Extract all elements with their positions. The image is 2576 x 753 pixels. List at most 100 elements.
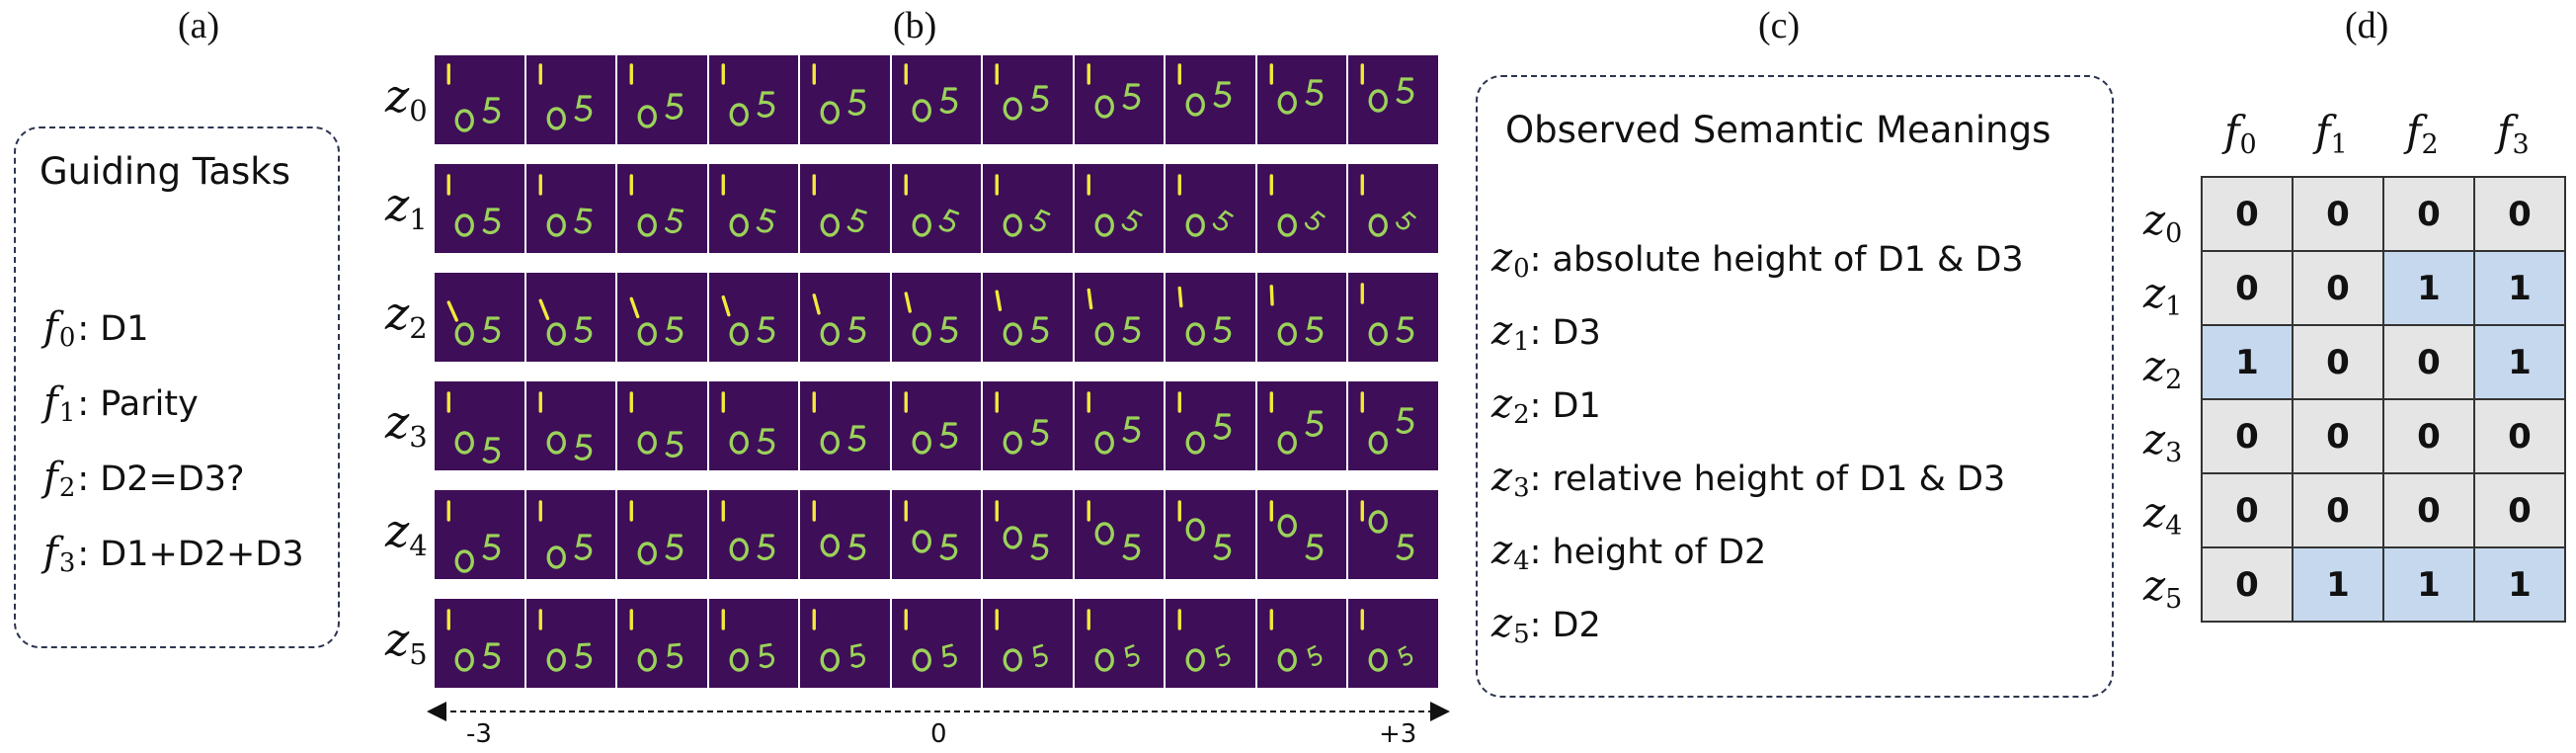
traversal-frame — [525, 381, 615, 470]
traversal-frame — [617, 164, 707, 253]
meaning-line: z3: relative height of D1 & D3 — [1491, 455, 2006, 503]
matrix-column-header: f2 — [2406, 107, 2439, 160]
matrix-cell: 0 — [2201, 176, 2294, 252]
digit-frame-image — [995, 174, 1051, 237]
matrix-cell: 0 — [2382, 176, 2475, 252]
matrix-column-header: f3 — [2497, 107, 2530, 160]
meaning-line: z5: D2 — [1491, 601, 1601, 649]
traversal-frame — [1348, 599, 1438, 688]
digit-frame-image — [538, 609, 592, 672]
digit-frame-image — [446, 500, 501, 573]
traversal-frame — [1166, 490, 1255, 579]
digit-frame-image — [812, 63, 866, 125]
matrix-cell: 0 — [2382, 324, 2475, 400]
matrix-column-header: f1 — [2315, 107, 2348, 160]
traversal-frame — [983, 381, 1073, 470]
traversal-frame — [708, 164, 798, 253]
matrix-cell: 0 — [2292, 472, 2384, 548]
traversal-frame — [435, 381, 524, 470]
matrix-row: 0 0 0 0 — [2201, 472, 2566, 548]
traversal-frame — [891, 381, 981, 470]
matrix-row-header: z3 — [2143, 415, 2183, 468]
matrix-cell: 1 — [2201, 324, 2294, 400]
traversal-frame — [1348, 55, 1438, 144]
matrix-row-header: z1 — [2143, 269, 2183, 322]
matrix-cell: 0 — [2292, 250, 2384, 326]
traversal-row-label: z0 — [385, 69, 428, 127]
panel-label-a: (a) — [178, 5, 220, 46]
traversal-strip — [435, 164, 1438, 253]
traversal-frame — [1256, 490, 1346, 579]
digit-frame-image — [904, 391, 957, 455]
traversal-frame — [800, 490, 890, 579]
traversal-frame — [435, 599, 524, 688]
matrix-row: 0 0 1 1 — [2201, 250, 2566, 326]
matrix-cell: 0 — [2473, 472, 2566, 548]
digit-frame-image — [1360, 63, 1414, 113]
traversal-row-label: z1 — [385, 178, 428, 236]
traversal-frame — [1074, 55, 1164, 144]
digit-frame-image — [1269, 391, 1323, 455]
traversal-frame — [617, 273, 707, 362]
digit-frame-image — [904, 174, 959, 237]
matrix-cell: 0 — [2292, 398, 2384, 474]
meaning-text: : relative height of D1 & D3 — [1529, 460, 2006, 499]
traversal-strip — [435, 381, 1438, 470]
task-var: f1 — [43, 379, 76, 428]
matrix-column-header: f0 — [2224, 107, 2257, 160]
matrix-row: 0 0 0 0 — [2201, 176, 2566, 252]
digit-frame-image — [1177, 174, 1234, 237]
matrix-row-header: z2 — [2143, 342, 2183, 395]
digit-frame-image — [1087, 609, 1140, 672]
guiding-tasks-title: Guiding Tasks — [40, 150, 290, 193]
traversal-frame — [617, 599, 707, 688]
traversal-frame — [525, 164, 615, 253]
matrix-row-header: z5 — [2143, 561, 2183, 615]
matrix-row-header: z0 — [2143, 196, 2183, 249]
meaning-var: z5 — [1491, 601, 1530, 649]
digit-frame-image — [446, 391, 501, 463]
guiding-tasks-box — [14, 126, 340, 648]
task-var: f0 — [43, 304, 76, 353]
traversal-frame — [435, 55, 524, 144]
digit-frame-image — [812, 174, 867, 237]
traversal-strip — [435, 273, 1438, 362]
traversal-frame — [435, 273, 524, 362]
panel-label-c: (c) — [1758, 5, 1801, 46]
traversal-row-label: z4 — [385, 504, 428, 562]
meaning-text: : height of D2 — [1529, 533, 1767, 572]
matrix-cell: 0 — [2473, 398, 2566, 474]
digit-frame-image — [1269, 609, 1322, 672]
digit-frame-image — [1177, 286, 1232, 346]
traversal-frame — [525, 490, 615, 579]
traversal-frame — [525, 273, 615, 362]
traversal-frame — [1074, 490, 1164, 579]
digit-frame-image — [538, 174, 592, 237]
meaning-var: z3 — [1491, 455, 1530, 503]
digit-frame-image — [721, 294, 774, 346]
matrix-cell: 0 — [2382, 398, 2475, 474]
digit-frame-image — [629, 174, 684, 237]
traversal-frame — [800, 381, 890, 470]
traversal-frame — [708, 55, 798, 144]
digit-frame-image — [812, 293, 866, 346]
meaning-line: z1: D3 — [1491, 308, 1601, 357]
matrix-cell: 1 — [2473, 324, 2566, 400]
digit-frame-image — [629, 391, 684, 458]
traversal-frame — [1348, 164, 1438, 253]
traversal-frame — [708, 381, 798, 470]
matrix-cell: 0 — [2292, 324, 2384, 400]
semantic-meanings-title: Observed Semantic Meanings — [1505, 109, 2052, 151]
traversal-frame — [525, 599, 615, 688]
matrix-cell: 0 — [2201, 546, 2294, 623]
traversal-strip — [435, 599, 1438, 688]
traversal-frame — [1166, 164, 1255, 253]
traversal-frame — [525, 55, 615, 144]
traversal-frame — [708, 599, 798, 688]
traversal-frame — [983, 599, 1073, 688]
digit-frame-image — [538, 391, 592, 460]
matrix-cell: 1 — [2473, 250, 2566, 326]
meaning-text: : absolute height of D1 & D3 — [1529, 240, 2024, 280]
digit-frame-image — [538, 298, 592, 346]
task-var: f2 — [43, 455, 76, 503]
